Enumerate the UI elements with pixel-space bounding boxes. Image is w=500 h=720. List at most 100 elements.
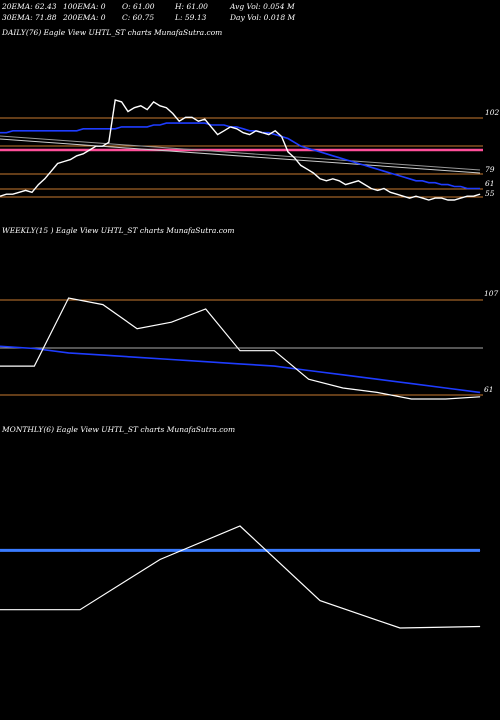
monthly-price-point bbox=[239, 525, 241, 527]
daily-price-point bbox=[466, 195, 468, 197]
weekly-price-point bbox=[171, 321, 172, 323]
daily-price-point bbox=[383, 188, 385, 189]
daily-price-point bbox=[358, 180, 359, 182]
weekly-ema-point bbox=[205, 361, 206, 363]
daily-price-point bbox=[287, 151, 289, 153]
daily-price-point bbox=[409, 197, 410, 199]
daily-price-point bbox=[178, 120, 180, 122]
ema200-label: 200EMA: 0 bbox=[63, 13, 106, 22]
daily-price-point bbox=[223, 130, 225, 132]
weekly-ema-line bbox=[0, 345, 481, 394]
daily-ema-point bbox=[351, 161, 353, 162]
daily-price-point bbox=[447, 199, 449, 201]
daily-ema-point bbox=[332, 155, 334, 157]
daily-ema-point bbox=[377, 168, 378, 170]
daily-ema-point bbox=[249, 130, 250, 132]
weekly-ema-point bbox=[34, 348, 35, 349]
daily-price-point bbox=[172, 113, 174, 114]
daily-ema-point bbox=[422, 180, 423, 182]
ema20-label: 20EMA: 62.43 bbox=[2, 2, 57, 11]
daily-price-point bbox=[191, 117, 193, 118]
data-points-layer bbox=[0, 99, 481, 629]
daily-ema-point bbox=[428, 182, 430, 183]
daily-price-point bbox=[50, 170, 52, 172]
high-label: H: 61.00 bbox=[175, 2, 208, 11]
daily-price-point bbox=[89, 149, 90, 151]
daily-price-point bbox=[12, 193, 14, 195]
daily-price-point bbox=[370, 188, 372, 189]
daily-price-point bbox=[70, 159, 71, 160]
daily-price-point bbox=[274, 130, 276, 132]
weekly-price-point bbox=[274, 350, 275, 352]
weekly-price-point bbox=[479, 396, 481, 398]
daily-level-label-61: 61 bbox=[485, 179, 495, 188]
daily-price-point bbox=[313, 172, 314, 174]
daily-ema-point bbox=[6, 132, 7, 133]
daily-price-point bbox=[345, 184, 346, 185]
daily-price-point bbox=[198, 120, 199, 122]
daily-ema-point bbox=[18, 130, 20, 132]
daily-level-label-55: 55 bbox=[485, 189, 495, 198]
weekly-ema-point bbox=[68, 352, 69, 354]
daily-ema-point bbox=[114, 128, 116, 130]
monthly-ema-point bbox=[479, 550, 481, 551]
daily-ema-point bbox=[191, 122, 193, 124]
daily-ema-point bbox=[25, 130, 26, 132]
daily-price-point bbox=[351, 182, 353, 183]
weekly-price-point bbox=[205, 308, 206, 310]
daily-ema-point bbox=[300, 145, 302, 147]
daily-ema-point bbox=[210, 124, 212, 126]
daily-ema-point bbox=[274, 134, 276, 135]
weekly-price-point bbox=[102, 304, 104, 305]
weekly-price-point bbox=[445, 398, 447, 400]
daily-ema-point bbox=[166, 122, 167, 124]
daily-ema-point bbox=[76, 130, 78, 132]
daily-price-point bbox=[332, 178, 334, 180]
daily-ema-point bbox=[38, 130, 39, 132]
daily-price-point bbox=[44, 178, 46, 180]
daily-ema-point bbox=[383, 170, 385, 172]
daily-price-point bbox=[479, 193, 481, 195]
daily-ema-point bbox=[50, 130, 52, 132]
weekly-ema-point bbox=[308, 370, 309, 371]
daily-price-point bbox=[473, 195, 474, 197]
daily-ema-point bbox=[31, 130, 33, 132]
daily-level-label-79: 79 bbox=[485, 165, 495, 174]
daily-price-point bbox=[306, 168, 308, 170]
daily-price-point bbox=[76, 155, 78, 157]
weekly-ema-point bbox=[342, 374, 344, 376]
daily-price-point bbox=[249, 134, 250, 135]
daily-ema-point bbox=[230, 126, 231, 128]
weekly-price-point bbox=[376, 392, 378, 393]
daily-price-point bbox=[422, 197, 423, 199]
daily-price-point bbox=[185, 117, 186, 118]
monthly-ema-point bbox=[319, 550, 321, 551]
daily-ema-point bbox=[223, 124, 225, 126]
daily-trend-line-2 bbox=[0, 138, 481, 174]
weekly-price-point bbox=[239, 350, 241, 352]
daily-ema-point bbox=[172, 122, 174, 124]
daily-ema-point bbox=[390, 172, 391, 174]
daily-price-point bbox=[460, 197, 462, 199]
weekly-ema-point bbox=[411, 383, 412, 384]
daily-ema-point bbox=[70, 130, 71, 132]
daily-ema-point bbox=[479, 188, 481, 189]
daily-price-point bbox=[18, 192, 20, 193]
daily-ema-point bbox=[358, 163, 359, 164]
daily-trend-line-1 bbox=[0, 135, 481, 171]
daily-price-point bbox=[217, 134, 218, 135]
daily-price-point bbox=[338, 180, 340, 182]
daily-price-point bbox=[390, 192, 391, 193]
daily-ema-point bbox=[338, 157, 340, 158]
daily-ema-point bbox=[466, 188, 468, 189]
daily-ema-point bbox=[262, 132, 263, 133]
daily-ema-point bbox=[306, 147, 308, 149]
weekly-ema-point bbox=[445, 387, 447, 389]
close-label: C: 60.75 bbox=[122, 13, 155, 22]
daily-ema-point bbox=[12, 130, 14, 132]
weekly-price-point bbox=[136, 328, 138, 330]
daily-price-point bbox=[38, 184, 39, 185]
daily-price-point bbox=[268, 134, 270, 135]
weekly-price-point bbox=[68, 297, 69, 299]
daily-price-point bbox=[242, 132, 244, 133]
